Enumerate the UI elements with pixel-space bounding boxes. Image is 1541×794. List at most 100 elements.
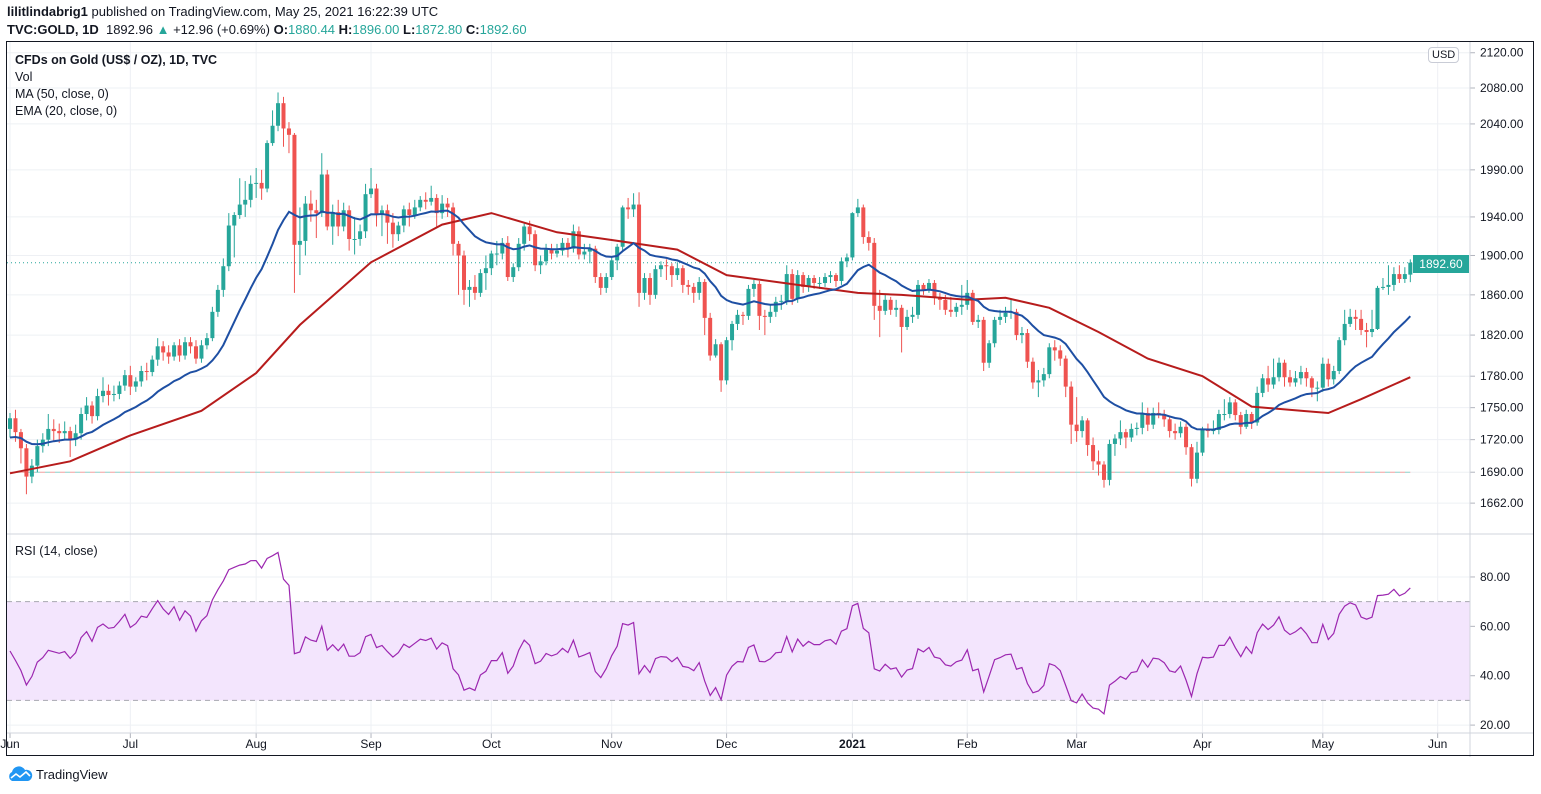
candle [631, 193, 636, 217]
candle-body [281, 103, 286, 129]
candle-body [866, 237, 871, 243]
candle-body [1370, 328, 1375, 333]
candle-body [943, 299, 948, 310]
candle [106, 384, 111, 406]
candle [921, 282, 926, 295]
legend-rsi[interactable]: RSI (14, close) [15, 544, 98, 558]
candle-body [35, 446, 40, 466]
current-price-label: 1892.60 [1413, 255, 1469, 273]
candle [325, 169, 330, 231]
candle [276, 92, 281, 132]
candle [1205, 423, 1210, 438]
candle-body [51, 428, 56, 432]
candle [538, 255, 543, 275]
candle [232, 212, 237, 258]
candle-body [1391, 274, 1396, 285]
candle [1216, 409, 1221, 435]
author-name[interactable]: lilitlindabrig1 [7, 4, 88, 19]
candle-body [708, 317, 713, 356]
candle [429, 185, 434, 206]
candle-body [68, 431, 73, 440]
candle-body [292, 134, 297, 245]
candle [1123, 428, 1128, 449]
low-label: L: [403, 22, 416, 37]
candle-body [1107, 443, 1112, 480]
candle-body [527, 226, 532, 235]
candle-body [467, 286, 472, 290]
candle [1337, 337, 1342, 375]
candle-body [762, 315, 767, 317]
candle-body [297, 240, 302, 245]
tradingview-logo[interactable]: TradingView [7, 766, 108, 782]
candle [188, 337, 193, 354]
candle-body [970, 292, 975, 322]
candle-body [1140, 412, 1145, 428]
candle-body [555, 250, 559, 254]
candle [719, 342, 724, 392]
legend-ma[interactable]: MA (50, close, 0) [15, 87, 109, 101]
candle [937, 292, 942, 310]
candle [833, 273, 838, 287]
candle-body [133, 381, 138, 387]
candle-body [1375, 287, 1380, 329]
candle-body [139, 371, 144, 382]
candle [226, 213, 231, 272]
publish-info: lilitlindabrig1 published on TradingView… [7, 4, 438, 19]
candle-body [544, 249, 549, 262]
candle [516, 238, 521, 272]
candle-body [686, 284, 691, 287]
candle-body [259, 182, 264, 189]
candle-body [1134, 427, 1139, 429]
candle-body [325, 174, 330, 227]
candle-body [828, 275, 833, 278]
candle-body [833, 275, 838, 281]
candle [1189, 443, 1194, 487]
candle-body [981, 319, 986, 363]
close-label: C: [465, 22, 480, 37]
candle [210, 306, 215, 342]
candle-body [790, 274, 795, 299]
candle-body [937, 297, 942, 300]
candle-body [478, 273, 483, 293]
candle [768, 304, 773, 323]
candle-body [1091, 445, 1096, 462]
candle-body [516, 243, 521, 268]
legend-vol[interactable]: Vol [15, 70, 33, 84]
candle-body [1315, 387, 1320, 389]
candle [84, 397, 89, 421]
candle [1326, 358, 1331, 387]
currency-badge[interactable]: USD [1428, 47, 1460, 63]
candle-body [215, 289, 220, 312]
candle-body [24, 448, 29, 477]
candle [90, 401, 95, 424]
candle-body [987, 343, 992, 363]
candle-body [511, 267, 516, 278]
candle-body [122, 375, 127, 386]
candle [237, 178, 242, 219]
legend-ema[interactable]: EMA (20, close, 0) [15, 104, 118, 118]
candle-body [926, 282, 931, 290]
candle-body [79, 414, 84, 434]
candle [713, 339, 718, 358]
candle-body [237, 204, 242, 216]
candle-body [1162, 414, 1167, 420]
candle [199, 340, 204, 363]
price-tick-label: 1750.00 [1480, 401, 1524, 415]
candle [954, 302, 959, 317]
candle [1107, 439, 1112, 486]
candle-body [183, 342, 188, 356]
candle-body [1364, 330, 1369, 333]
candle-body [757, 283, 762, 316]
candle [1375, 285, 1380, 331]
candle-body [462, 255, 467, 290]
candle-body [626, 207, 631, 210]
candle-body [1304, 372, 1309, 379]
candle [95, 388, 100, 421]
candle [330, 204, 335, 245]
x-tick-label: Jun [0, 737, 19, 751]
candle [8, 412, 12, 438]
candle [883, 294, 888, 315]
candle [1244, 409, 1249, 429]
candle [1096, 450, 1101, 476]
